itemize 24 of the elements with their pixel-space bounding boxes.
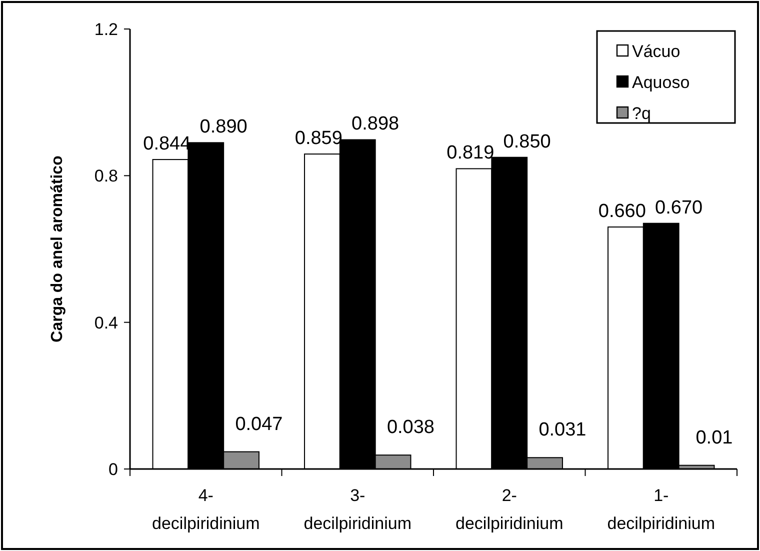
data-label: 0.038 [386, 417, 435, 438]
y-axis-title: Carga do anel aromático [49, 155, 66, 342]
x-tick-label: 3- decilpiridinium [304, 486, 412, 533]
legend-label: Aquoso [632, 72, 690, 92]
data-label: 0.660 [598, 201, 646, 222]
legend-label: ?q [632, 104, 651, 123]
x-tick-label: 1- decilpiridinium [607, 486, 715, 533]
data-label: 0.670 [655, 197, 703, 218]
data-label: 0.890 [200, 116, 248, 138]
data-label: 0.844 [143, 134, 192, 155]
legend-label: Vácuo [632, 42, 680, 61]
y-tick-label: 1.2 [94, 20, 118, 39]
x-tick-label: 4- decilpiridinium [152, 486, 260, 533]
data-label: 0.047 [235, 414, 283, 435]
y-tick-label: 0.8 [94, 166, 118, 186]
data-label: 0.850 [503, 131, 551, 152]
y-tick-label: 0.4 [94, 313, 118, 332]
data-label: 0.031 [538, 420, 586, 441]
y-tick-label: 0 [108, 460, 118, 479]
data-label: 0.859 [294, 128, 342, 150]
x-tick-label: 2- decilpiridinium [456, 486, 564, 533]
data-label: 0.01 [696, 427, 733, 448]
data-label: 0.898 [352, 114, 400, 135]
data-label: 0.819 [446, 142, 494, 164]
